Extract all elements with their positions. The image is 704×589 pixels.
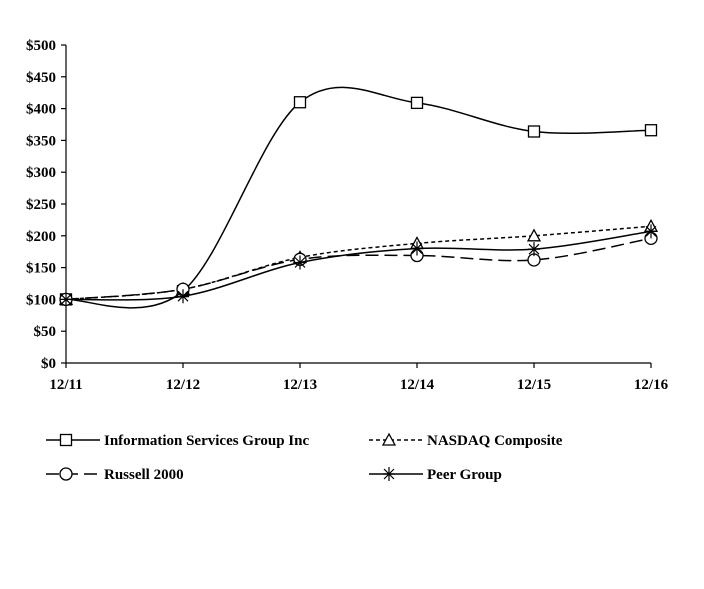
legend: Information Services Group Inc NASDAQ Com… (46, 432, 563, 483)
y-tick-label: $300 (26, 165, 56, 181)
x-tick-label: 12/16 (634, 377, 669, 393)
legend-item-information-services-group-inc: Information Services Group Inc (46, 433, 309, 449)
x-tick-label: 12/14 (400, 377, 435, 393)
legend-marker-square (59, 433, 73, 447)
y-tick-label: $350 (26, 133, 56, 149)
series-line-information-services-group-inc (65, 86, 652, 309)
y-tick-label: $450 (26, 70, 56, 86)
y-tick-label: $0 (41, 356, 56, 372)
legend-label: Information Services Group Inc (104, 433, 309, 449)
legend-item-russell-2000: Russell 2000 (46, 467, 184, 483)
legend-label: Russell 2000 (104, 467, 184, 483)
data-point-peer-group (411, 241, 423, 256)
y-tick-label: $150 (26, 261, 56, 277)
data-point-peer-group (294, 255, 306, 270)
x-tick-label: 12/15 (517, 377, 551, 393)
data-point-nasdaq-composite (526, 228, 542, 242)
data-point-peer-group (528, 242, 540, 257)
series-information-services-group-inc (59, 86, 658, 309)
legend-label: NASDAQ Composite (427, 433, 563, 449)
axes: $0 $50 $100 $150 $200 $250 $300 $350 $400 $450 $50… (26, 38, 669, 393)
data-point-peer-group (60, 292, 72, 307)
y-tick-label: $500 (26, 38, 56, 54)
y-tick-label: $200 (26, 229, 56, 245)
series-layer (58, 86, 659, 309)
data-point-information-services-group-inc (410, 96, 424, 110)
data-point-peer-group (177, 289, 189, 304)
series-nasdaq-composite (58, 218, 659, 306)
y-tick-label: $250 (26, 197, 56, 213)
data-point-peer-group (645, 224, 657, 239)
x-tick-label: 12/11 (49, 377, 82, 393)
y-tick-label: $400 (26, 102, 56, 118)
legend-marker-triangle (381, 432, 397, 446)
series-line-russell-2000 (65, 237, 652, 301)
data-point-information-services-group-inc (644, 124, 658, 137)
y-tick-label: $100 (26, 292, 56, 308)
x-tick-label: 12/13 (283, 377, 317, 393)
data-point-information-services-group-inc (293, 96, 307, 109)
series-line-nasdaq-composite (65, 225, 652, 301)
legend-item-nasdaq-composite: NASDAQ Composite (369, 432, 563, 449)
legend-item-peer-group: Peer Group (369, 467, 502, 483)
series-peer-group (60, 224, 657, 307)
y-tick-label: $50 (34, 324, 57, 340)
data-point-information-services-group-inc (527, 125, 541, 138)
legend-label: Peer Group (427, 467, 502, 483)
legend-marker-circle (59, 467, 73, 481)
series-line-peer-group (65, 230, 652, 301)
series-russell-2000 (59, 231, 658, 307)
legend-marker-asterisk (383, 467, 395, 481)
x-tick-label: 12/12 (166, 377, 200, 393)
